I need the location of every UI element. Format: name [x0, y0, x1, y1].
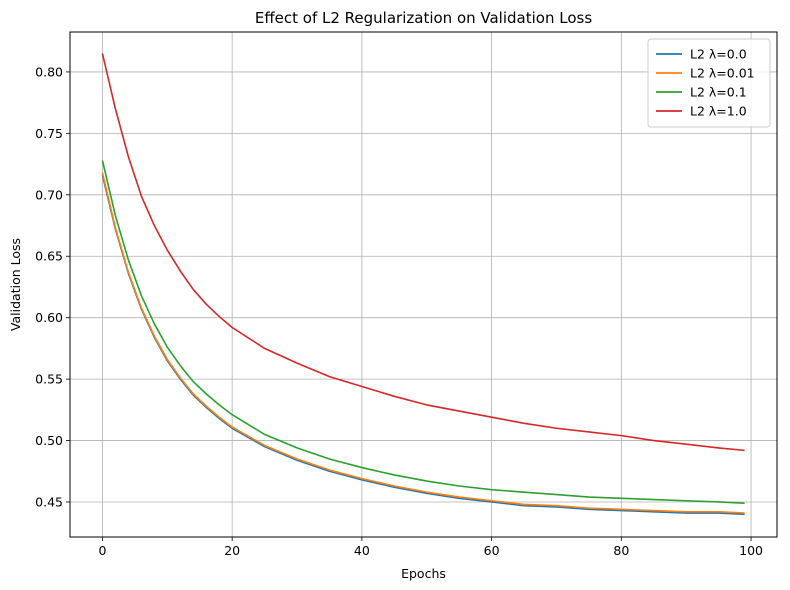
series-line-1 [101, 172, 745, 514]
y-tick-label: 0.45 [35, 494, 63, 509]
x-tick-label: 0 [98, 543, 106, 558]
plot-frame [69, 31, 778, 538]
series-lines [101, 53, 745, 516]
x-axis-ticks: 0 20 40 60 80 100 [98, 537, 763, 558]
x-tick-label: 80 [613, 543, 629, 558]
legend-label-0: L2 λ=0.0 [690, 47, 747, 62]
y-tick-label: 0.55 [35, 372, 63, 387]
x-tick-label: 20 [224, 543, 240, 558]
legend: L2 λ=0.0 L2 λ=0.01 L2 λ=0.1 L2 λ=1.0 [647, 38, 771, 128]
y-tick-label: 0.50 [35, 433, 63, 448]
legend-label-3: L2 λ=1.0 [690, 104, 747, 119]
grid [70, 32, 777, 537]
y-tick-label: 0.70 [35, 187, 63, 202]
y-tick-label: 0.80 [35, 64, 63, 79]
y-tick-label: 0.65 [35, 249, 63, 264]
y-tick-label: 0.75 [35, 126, 63, 141]
y-tick-label: 0.60 [35, 310, 63, 325]
series-line-2 [101, 160, 745, 505]
chart-title: Effect of L2 Regularization on Validatio… [255, 9, 592, 27]
y-axis-label: Validation Loss [8, 238, 23, 331]
x-tick-label: 40 [354, 543, 370, 558]
x-axis-label: Epochs [401, 566, 446, 581]
series-line-3 [101, 53, 745, 452]
y-axis-ticks: 0.45 0.50 0.55 0.60 0.65 0.70 0.75 0.80 [35, 64, 70, 509]
legend-label-2: L2 λ=0.1 [690, 85, 747, 100]
x-tick-label: 100 [739, 543, 763, 558]
legend-box [647, 38, 771, 128]
x-tick-label: 60 [484, 543, 500, 558]
legend-label-1: L2 λ=0.01 [690, 66, 755, 81]
